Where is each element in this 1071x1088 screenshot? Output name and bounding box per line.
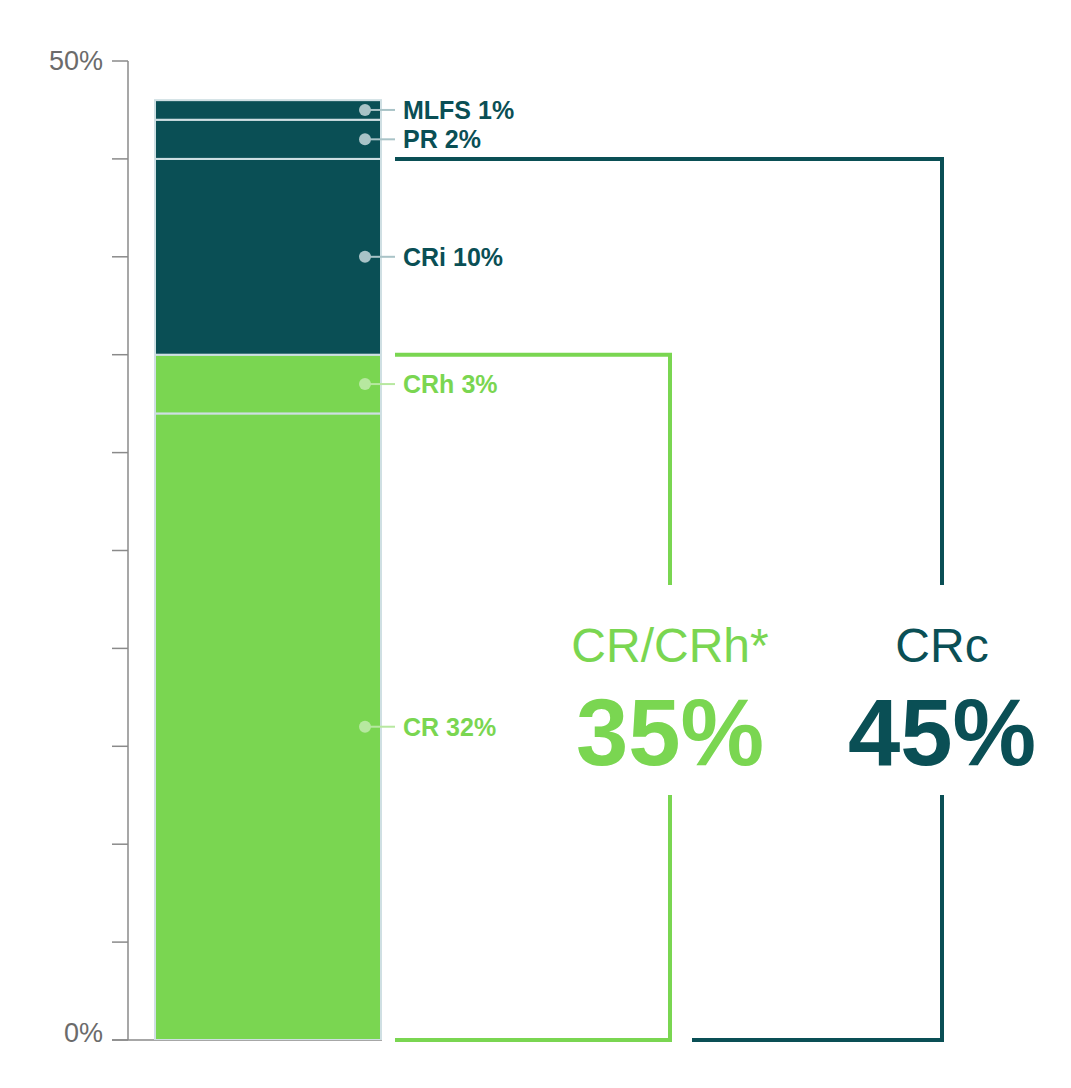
leader-dot [359,721,371,733]
y-minor-tick [112,941,128,943]
leader-dot [359,104,371,116]
bar-segment [155,100,381,120]
group-value: 35% [576,680,764,785]
data-label: CRh3% [403,370,498,398]
y-minor-tick [112,158,128,160]
data-label-value: 10% [453,243,503,271]
data-label-value: 1% [478,96,514,124]
y-minor-tick [112,843,128,845]
data-label-value: 3% [461,370,497,398]
data-label-category: PR [403,125,438,153]
data-label-value: 32% [446,713,496,741]
leader-dot [359,251,371,263]
y-minor-tick [112,746,128,748]
bar-segment [155,159,381,355]
y-tick [112,1039,128,1041]
data-label-category: CR [403,713,439,741]
y-tick-label: 50% [49,46,103,76]
y-minor-tick [112,550,128,552]
data-label: MLFS1% [403,96,514,124]
group-bracket [395,159,942,1040]
bar-segment [155,413,381,1040]
bars [155,100,381,1040]
group-name: CRc [895,619,988,672]
data-label-category: CRh [403,370,454,398]
y-tick [112,60,128,62]
data-label-category: CRi [403,243,446,271]
y-minor-tick [112,452,128,454]
data-label-value: 2% [445,125,481,153]
bar-segment [155,120,381,159]
leader-dot [359,133,371,145]
bar-segment [155,355,381,414]
group-name: CR/CRh* [571,619,768,672]
leader-dot [359,378,371,390]
y-minor-tick [112,354,128,356]
y-minor-tick [112,256,128,258]
y-minor-tick [112,648,128,650]
y-tick-label: 0% [64,1018,103,1048]
data-label: CRi10% [403,243,503,271]
data-label: CR32% [403,713,496,741]
group-value: 45% [848,680,1036,785]
chart: 0% 50% CR32% CRh3% CRi10% PR2%MLFS1% CR/CRh* 35… [0,0,1071,1088]
data-label-category: MLFS [403,96,471,124]
data-label: PR2% [403,125,481,153]
